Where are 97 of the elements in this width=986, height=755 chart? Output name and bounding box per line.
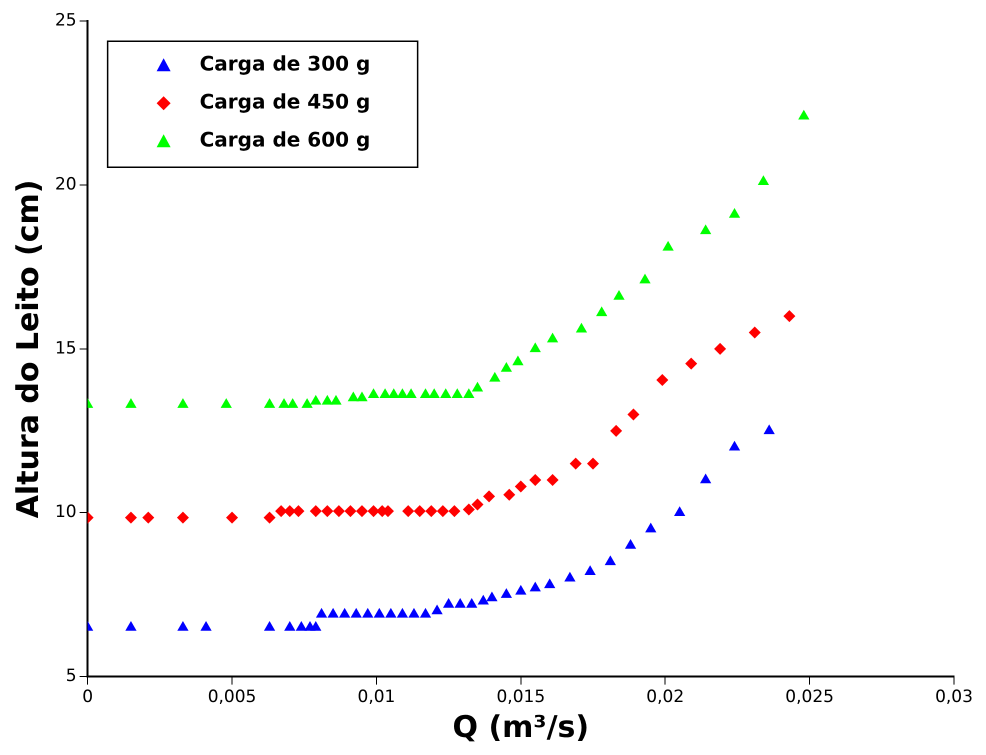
point — [322, 394, 333, 405]
point — [489, 372, 500, 382]
point — [327, 608, 339, 618]
point — [714, 342, 726, 355]
point — [379, 388, 391, 398]
point — [310, 394, 322, 405]
point — [339, 608, 350, 618]
point — [564, 572, 576, 582]
point — [546, 474, 559, 486]
point — [420, 388, 432, 398]
point — [362, 608, 374, 618]
point — [472, 382, 484, 392]
point — [356, 392, 368, 402]
point — [500, 362, 512, 372]
x-axis-title: Q (m³/s) — [452, 710, 590, 745]
point — [544, 578, 556, 588]
point — [529, 474, 542, 486]
point — [530, 582, 541, 592]
point — [431, 604, 443, 614]
point — [700, 224, 712, 234]
point — [348, 392, 359, 402]
point — [330, 394, 342, 405]
point — [512, 356, 524, 366]
point — [408, 608, 420, 618]
point — [220, 398, 232, 408]
point — [627, 408, 640, 420]
point — [624, 539, 636, 549]
point — [287, 398, 298, 408]
point — [596, 306, 608, 316]
legend-label: Carga de 600 g — [200, 127, 370, 152]
point — [385, 608, 396, 618]
legend-label: Carga de 450 g — [200, 89, 370, 114]
point — [604, 555, 616, 566]
point — [388, 388, 400, 398]
point — [200, 620, 212, 631]
point — [798, 110, 810, 120]
point — [613, 290, 625, 300]
y-tick-label: 5 — [66, 666, 77, 686]
point — [125, 620, 137, 631]
point — [584, 565, 596, 575]
x-tick-label: 0,005 — [208, 687, 256, 708]
point — [296, 620, 307, 631]
point — [284, 620, 296, 631]
point — [486, 591, 498, 602]
point — [515, 584, 526, 595]
point — [758, 175, 770, 186]
point — [316, 608, 328, 618]
point — [420, 608, 432, 618]
point — [442, 598, 454, 608]
y-axis-title: Altura do Leito (cm) — [10, 179, 46, 518]
point — [700, 473, 712, 484]
point — [428, 388, 440, 398]
point — [576, 322, 588, 332]
point — [264, 398, 276, 408]
point — [368, 388, 380, 398]
point — [546, 332, 558, 342]
legend-label: Carga de 300 g — [200, 51, 370, 76]
point — [483, 490, 496, 502]
y-tick-label: 10 — [54, 502, 77, 522]
x-tick-label: 0,01 — [357, 687, 396, 708]
x-tick-label: 0,025 — [785, 687, 834, 708]
point — [350, 608, 362, 618]
point — [301, 398, 313, 408]
point — [639, 274, 651, 284]
point — [466, 598, 478, 608]
point — [396, 388, 408, 398]
point — [405, 388, 417, 398]
y-tick-label: 25 — [54, 10, 77, 31]
x-tick-label: 0,02 — [646, 687, 684, 708]
point — [610, 424, 622, 437]
x-tick-label: 0 — [82, 687, 94, 708]
y-tick-label: 15 — [54, 338, 77, 358]
x-tick-label: 0,015 — [496, 687, 546, 708]
point — [310, 620, 322, 631]
point — [125, 398, 137, 408]
point — [396, 608, 408, 618]
point — [530, 342, 541, 352]
point — [674, 506, 686, 516]
x-tick-label: 0,03 — [935, 687, 973, 708]
point — [278, 398, 290, 408]
point — [662, 240, 674, 251]
point — [764, 424, 775, 434]
point — [462, 503, 475, 516]
point — [728, 208, 740, 218]
point — [454, 598, 466, 608]
point — [177, 398, 189, 408]
point — [264, 620, 276, 631]
point — [645, 522, 656, 532]
point — [463, 388, 474, 398]
point — [728, 440, 740, 450]
y-tick-label: 20 — [54, 174, 77, 194]
point — [374, 608, 385, 618]
point — [452, 388, 463, 398]
point — [177, 620, 189, 631]
point — [500, 588, 512, 598]
point — [440, 388, 452, 398]
point — [478, 594, 489, 604]
